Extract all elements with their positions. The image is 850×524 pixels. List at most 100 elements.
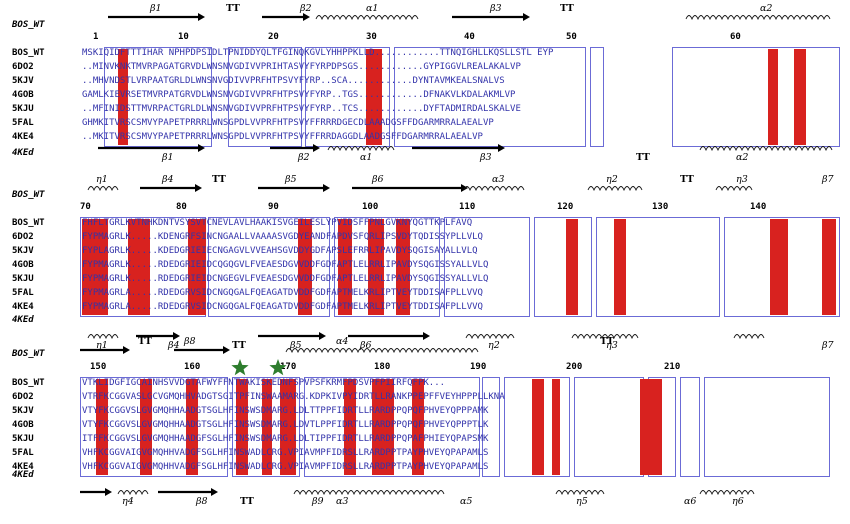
top-ss-label: TT bbox=[600, 336, 614, 347]
top-ss-label: β1 bbox=[150, 3, 162, 14]
similarity-box bbox=[534, 217, 592, 317]
similarity-box bbox=[228, 47, 302, 147]
conserved-column-block bbox=[128, 219, 150, 315]
residue-number: 30 bbox=[366, 32, 377, 42]
similarity-box bbox=[305, 47, 390, 147]
similarity-box bbox=[304, 377, 480, 477]
bottom-ss-label: TT bbox=[240, 496, 254, 507]
sequence-name: 5KJU bbox=[12, 434, 34, 444]
beta-strand-arrow-bottom-head bbox=[105, 488, 112, 496]
sequence-name: 4KE4 bbox=[12, 302, 34, 312]
residue-number: 40 bbox=[464, 32, 475, 42]
residue-number: 130 bbox=[652, 202, 669, 212]
beta-strand-arrow-bottom-head bbox=[198, 144, 205, 152]
bottom-ss-label: η1 bbox=[96, 340, 108, 351]
beta-strand-arrow-top-head bbox=[303, 13, 310, 21]
bottom-ss-label: α1 bbox=[360, 152, 373, 163]
conserved-column-block bbox=[412, 379, 424, 475]
top-ss-label: β8 bbox=[184, 336, 196, 347]
top-ss-label: TT bbox=[212, 174, 226, 185]
similarity-box bbox=[394, 47, 586, 147]
top-ss-label: β4 bbox=[162, 174, 174, 185]
similarity-box bbox=[596, 217, 720, 317]
bottom-ss-label: β8 bbox=[196, 496, 208, 507]
conserved-column-block bbox=[366, 49, 382, 145]
reference-label: BOS_WT bbox=[12, 20, 45, 30]
sequence-residues: FYPMAGRLA.....RDEDGRVSIDCNGQGALFQEAGATDV… bbox=[82, 288, 483, 298]
alpha-helix-coil-bottom bbox=[327, 146, 395, 152]
similarity-box bbox=[208, 217, 330, 317]
residue-number: 10 bbox=[178, 32, 189, 42]
sequence-name: 5FAL bbox=[12, 448, 34, 458]
sequence-residues: FYPMAGRLA.....RDEDGRVSIDCNGQGALFQEAGATDV… bbox=[82, 302, 483, 312]
residue-number: 1 bbox=[93, 32, 99, 42]
residue-number: 60 bbox=[730, 32, 741, 42]
conserved-column-block bbox=[298, 219, 312, 315]
bottom-ss-label: β3 bbox=[480, 152, 492, 163]
alpha-helix-coil-bottom bbox=[699, 146, 833, 152]
sequence-name: 5KJV bbox=[12, 76, 34, 86]
similarity-box bbox=[104, 47, 212, 147]
bottom-ss-label: α6 bbox=[684, 496, 697, 507]
residue-number: 20 bbox=[268, 32, 279, 42]
sequence-residues: VHFKCGGVAIGVGMQHHVADGFSGLHFINSWADLCRG.VP… bbox=[82, 462, 489, 472]
alpha-helix-coil-bottom bbox=[733, 334, 765, 340]
bottom-ss-label: TT bbox=[636, 152, 650, 163]
sequence-residues: FYPMAGRLK.....RDEDGRIEIDCNGEGVLFVEAESDGV… bbox=[82, 274, 489, 284]
conserved-column-block bbox=[794, 49, 806, 145]
alpha-helix-coil-bottom bbox=[555, 490, 605, 496]
conserved-column-block bbox=[372, 379, 394, 475]
alpha-helix-coil-top bbox=[587, 186, 643, 192]
residue-number: 80 bbox=[176, 202, 187, 212]
sequence-residues: VTRFKCGGVASLGCVGMQHHVADGTSGITPFINSWAAMAR… bbox=[82, 392, 505, 402]
top-ss-label: β3 bbox=[490, 3, 502, 14]
bottom-structure-label: 4KEd bbox=[12, 148, 34, 158]
similarity-box bbox=[704, 377, 830, 477]
bottom-ss-label: η5 bbox=[576, 496, 588, 507]
reference-label: BOS_WT bbox=[12, 190, 45, 200]
beta-strand-arrow-top-head bbox=[198, 13, 205, 21]
alpha-helix-coil-top bbox=[87, 186, 119, 192]
top-ss-label: TT bbox=[226, 3, 240, 14]
bottom-ss-label: β1 bbox=[162, 152, 174, 163]
conserved-column-block bbox=[262, 379, 272, 475]
beta-strand-arrow-top-head bbox=[461, 184, 468, 192]
bottom-ss-label: η3 bbox=[606, 340, 618, 351]
sequence-name: 5FAL bbox=[12, 118, 34, 128]
similarity-box bbox=[232, 377, 300, 477]
residue-number: 200 bbox=[566, 362, 583, 372]
similarity-box bbox=[334, 217, 440, 317]
beta-strand-arrow-bottom-head bbox=[173, 332, 180, 340]
alpha-helix-coil-bottom bbox=[117, 490, 149, 496]
conserved-column-block bbox=[344, 379, 356, 475]
alpha-helix-coil-top bbox=[685, 15, 831, 21]
similarity-box bbox=[80, 377, 228, 477]
sequence-name: 6DO2 bbox=[12, 232, 34, 242]
top-ss-label: TT bbox=[560, 3, 574, 14]
sequence-residues: VHFKCGGVAIGVGMQHHVADGFSGLHFINSWADLCRG.VP… bbox=[82, 448, 489, 458]
top-ss-label: TT bbox=[680, 174, 694, 185]
alpha-helix-coil-top bbox=[715, 186, 753, 192]
sequence-name: 4KE4 bbox=[12, 132, 34, 142]
conserved-column-block bbox=[640, 379, 662, 475]
bottom-ss-label: β2 bbox=[298, 152, 310, 163]
sequence-name: 4GOB bbox=[12, 90, 34, 100]
alpha-helix-coil-top bbox=[285, 348, 479, 354]
sequence-name: 5KJU bbox=[12, 104, 34, 114]
bottom-structure-label: 4KEd bbox=[12, 470, 34, 480]
conserved-column-block bbox=[96, 379, 108, 475]
similarity-box bbox=[724, 217, 840, 317]
residue-number: 50 bbox=[566, 32, 577, 42]
bottom-ss-label: β9 bbox=[312, 496, 324, 507]
conserved-column-block bbox=[280, 379, 296, 475]
bottom-ss-label: α2 bbox=[736, 152, 749, 163]
residue-number: 100 bbox=[362, 202, 379, 212]
green-star-marker bbox=[269, 359, 287, 376]
bottom-ss-label: η6 bbox=[732, 496, 744, 507]
beta-strand-arrow-top-head bbox=[523, 13, 530, 21]
conserved-column-block bbox=[118, 49, 128, 145]
alpha-helix-coil-bottom bbox=[293, 490, 445, 496]
sequence-name: 5KJU bbox=[12, 274, 34, 284]
bottom-ss-label: α3 bbox=[336, 496, 349, 507]
beta-strand-arrow-top-head bbox=[223, 346, 230, 354]
